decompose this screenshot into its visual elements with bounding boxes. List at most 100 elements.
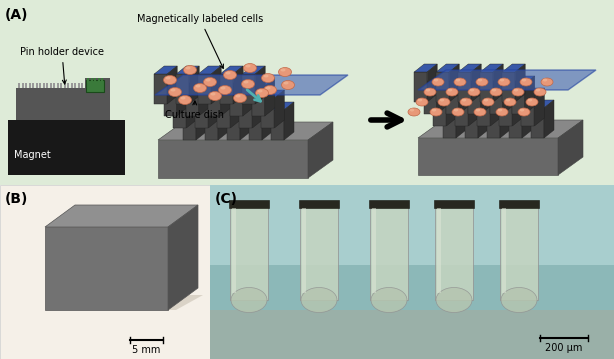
- Polygon shape: [465, 100, 488, 108]
- Ellipse shape: [416, 98, 428, 106]
- Polygon shape: [242, 66, 265, 74]
- Bar: [101, 78, 103, 83]
- Ellipse shape: [462, 98, 466, 102]
- Polygon shape: [480, 64, 503, 72]
- Polygon shape: [186, 86, 199, 116]
- Ellipse shape: [522, 79, 526, 81]
- Polygon shape: [558, 120, 583, 175]
- Polygon shape: [183, 110, 196, 140]
- Bar: [60, 83, 62, 88]
- Ellipse shape: [501, 288, 537, 312]
- Text: (C): (C): [215, 192, 238, 206]
- Polygon shape: [509, 100, 532, 108]
- Polygon shape: [502, 64, 525, 72]
- Polygon shape: [449, 64, 459, 102]
- Ellipse shape: [526, 98, 538, 106]
- Ellipse shape: [426, 89, 430, 92]
- Ellipse shape: [171, 89, 176, 92]
- Polygon shape: [189, 66, 199, 104]
- Polygon shape: [446, 84, 459, 114]
- Ellipse shape: [474, 108, 486, 116]
- Polygon shape: [478, 100, 488, 138]
- Polygon shape: [418, 120, 583, 138]
- Bar: [16, 88, 110, 120]
- Ellipse shape: [195, 84, 201, 88]
- Polygon shape: [211, 66, 221, 104]
- Bar: [50, 83, 52, 88]
- Bar: [500, 205, 538, 300]
- Ellipse shape: [484, 98, 488, 102]
- Polygon shape: [490, 84, 503, 114]
- Ellipse shape: [410, 108, 414, 112]
- Ellipse shape: [233, 93, 246, 103]
- Bar: [499, 200, 539, 208]
- Bar: [370, 205, 408, 300]
- Polygon shape: [465, 108, 478, 138]
- Text: 5 mm: 5 mm: [132, 345, 160, 355]
- Polygon shape: [446, 88, 456, 126]
- Polygon shape: [205, 102, 228, 110]
- Ellipse shape: [490, 88, 502, 96]
- Bar: [0, 185, 210, 359]
- Ellipse shape: [520, 78, 532, 86]
- Ellipse shape: [436, 288, 472, 312]
- Ellipse shape: [185, 66, 190, 70]
- Polygon shape: [525, 76, 535, 114]
- Polygon shape: [167, 66, 177, 104]
- Polygon shape: [443, 100, 466, 108]
- Ellipse shape: [244, 64, 257, 73]
- Polygon shape: [230, 86, 243, 116]
- Bar: [98, 78, 99, 83]
- Ellipse shape: [418, 98, 422, 102]
- Polygon shape: [164, 78, 187, 86]
- Polygon shape: [173, 98, 187, 128]
- Polygon shape: [265, 78, 275, 116]
- Polygon shape: [493, 64, 503, 102]
- Ellipse shape: [263, 85, 276, 94]
- Polygon shape: [456, 100, 466, 138]
- Ellipse shape: [470, 89, 474, 92]
- Polygon shape: [252, 90, 262, 128]
- Ellipse shape: [241, 79, 254, 89]
- Text: Culture dish: Culture dish: [165, 101, 224, 120]
- Polygon shape: [155, 75, 348, 95]
- Polygon shape: [544, 100, 554, 138]
- Polygon shape: [199, 78, 209, 116]
- Ellipse shape: [454, 78, 466, 86]
- Bar: [210, 185, 614, 359]
- Bar: [32, 83, 34, 88]
- Polygon shape: [436, 64, 459, 72]
- Polygon shape: [262, 90, 284, 98]
- Bar: [81, 83, 83, 88]
- Ellipse shape: [371, 288, 407, 312]
- Ellipse shape: [281, 80, 295, 89]
- Polygon shape: [443, 108, 456, 138]
- Polygon shape: [240, 102, 250, 140]
- Bar: [53, 83, 55, 88]
- Polygon shape: [187, 90, 196, 128]
- Polygon shape: [252, 86, 265, 116]
- Ellipse shape: [166, 76, 171, 79]
- Polygon shape: [468, 88, 478, 126]
- Bar: [230, 205, 268, 300]
- Bar: [67, 83, 69, 88]
- Polygon shape: [176, 66, 199, 74]
- Polygon shape: [414, 64, 437, 72]
- Ellipse shape: [476, 108, 480, 112]
- Ellipse shape: [430, 108, 442, 116]
- Ellipse shape: [512, 88, 524, 96]
- Bar: [90, 78, 93, 83]
- Ellipse shape: [476, 78, 488, 86]
- Polygon shape: [531, 100, 554, 108]
- Bar: [74, 83, 76, 88]
- Ellipse shape: [432, 108, 437, 112]
- Polygon shape: [468, 84, 481, 114]
- Ellipse shape: [184, 65, 196, 75]
- Polygon shape: [53, 295, 203, 310]
- Polygon shape: [436, 72, 449, 102]
- Polygon shape: [252, 78, 275, 86]
- Ellipse shape: [541, 78, 553, 86]
- Polygon shape: [468, 76, 491, 84]
- Ellipse shape: [265, 87, 271, 89]
- Ellipse shape: [231, 288, 267, 312]
